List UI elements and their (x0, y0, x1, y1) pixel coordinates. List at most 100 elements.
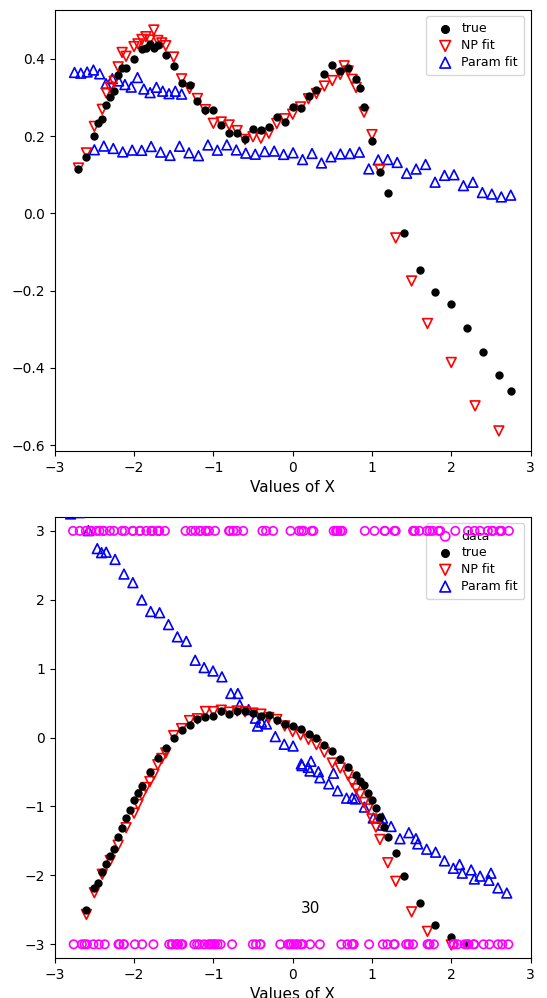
data (100, 523, 108, 539)
Point (423, 936, 432, 952)
Point (174, 936, 183, 952)
Param fit (208, 663, 217, 679)
data (307, 523, 316, 539)
Param fit (100, 138, 108, 154)
true (312, 731, 321, 747)
NP fit (304, 91, 313, 107)
Point (213, 936, 222, 952)
true (130, 51, 138, 67)
true (383, 185, 392, 201)
true (383, 829, 392, 845)
NP fit (154, 756, 162, 772)
Param fit (137, 143, 146, 159)
NP fit (217, 703, 226, 719)
NP fit (241, 132, 249, 148)
NP fit (98, 102, 107, 118)
NP fit (146, 32, 154, 48)
data (86, 523, 95, 539)
true (193, 711, 202, 727)
Param fit (164, 617, 173, 633)
data (436, 523, 445, 539)
Param fit (200, 660, 208, 676)
NP fit (368, 811, 376, 827)
NP fit (233, 703, 242, 719)
NP fit (118, 45, 126, 61)
Point (119, 936, 128, 952)
data (434, 523, 443, 539)
true (431, 284, 440, 300)
NP fit (249, 129, 258, 145)
Param fit (421, 157, 430, 173)
Point (383, 936, 392, 952)
true (336, 64, 345, 80)
Point (83, 936, 91, 952)
data (333, 523, 342, 539)
Point (350, 936, 358, 952)
Point (498, 936, 507, 952)
Point (283, 936, 292, 952)
Param fit (102, 544, 110, 560)
true (328, 743, 337, 758)
true (90, 128, 99, 144)
NP fit (154, 33, 162, 49)
Point (178, 936, 187, 952)
Point (101, 936, 109, 952)
true (170, 58, 178, 74)
true (177, 75, 186, 91)
Param fit (440, 168, 449, 184)
Param fit (245, 702, 253, 718)
data (497, 523, 506, 539)
Param fit (139, 81, 148, 97)
true (98, 864, 107, 880)
true (209, 103, 218, 119)
Point (316, 936, 324, 952)
Text: 30: 30 (301, 901, 320, 916)
true (225, 707, 234, 723)
true (507, 383, 515, 399)
true (233, 126, 242, 142)
data (118, 523, 126, 539)
NP fit (138, 32, 147, 48)
data (136, 523, 144, 539)
NP fit (281, 111, 289, 127)
Param fit (458, 865, 467, 881)
Point (205, 936, 213, 952)
data (495, 523, 504, 539)
NP fit (336, 760, 345, 776)
NP fit (185, 81, 194, 97)
Param fit (346, 146, 354, 162)
NP fit (149, 766, 158, 782)
true (463, 935, 472, 951)
true (149, 40, 158, 56)
true (146, 36, 154, 52)
Point (469, 936, 478, 952)
true (94, 115, 103, 131)
Point (470, 936, 479, 952)
Point (167, 936, 176, 952)
data (338, 523, 347, 539)
true (296, 722, 305, 738)
Point (365, 936, 374, 952)
Param fit (324, 775, 333, 791)
data (129, 523, 137, 539)
Param fit (478, 185, 487, 201)
Param fit (306, 763, 315, 779)
true (368, 792, 376, 808)
true (380, 818, 388, 834)
Param fit (402, 166, 411, 182)
NP fit (312, 86, 321, 102)
true (185, 718, 194, 734)
true (106, 847, 115, 863)
Param fit (329, 765, 338, 781)
NP fit (368, 127, 376, 143)
true (138, 778, 147, 794)
true (90, 880, 99, 896)
data (160, 523, 169, 539)
true (249, 121, 258, 137)
Param fit (450, 167, 458, 183)
Point (252, 936, 260, 952)
Param fit (93, 541, 102, 557)
data (299, 523, 308, 539)
data (381, 523, 389, 539)
true (146, 764, 154, 780)
